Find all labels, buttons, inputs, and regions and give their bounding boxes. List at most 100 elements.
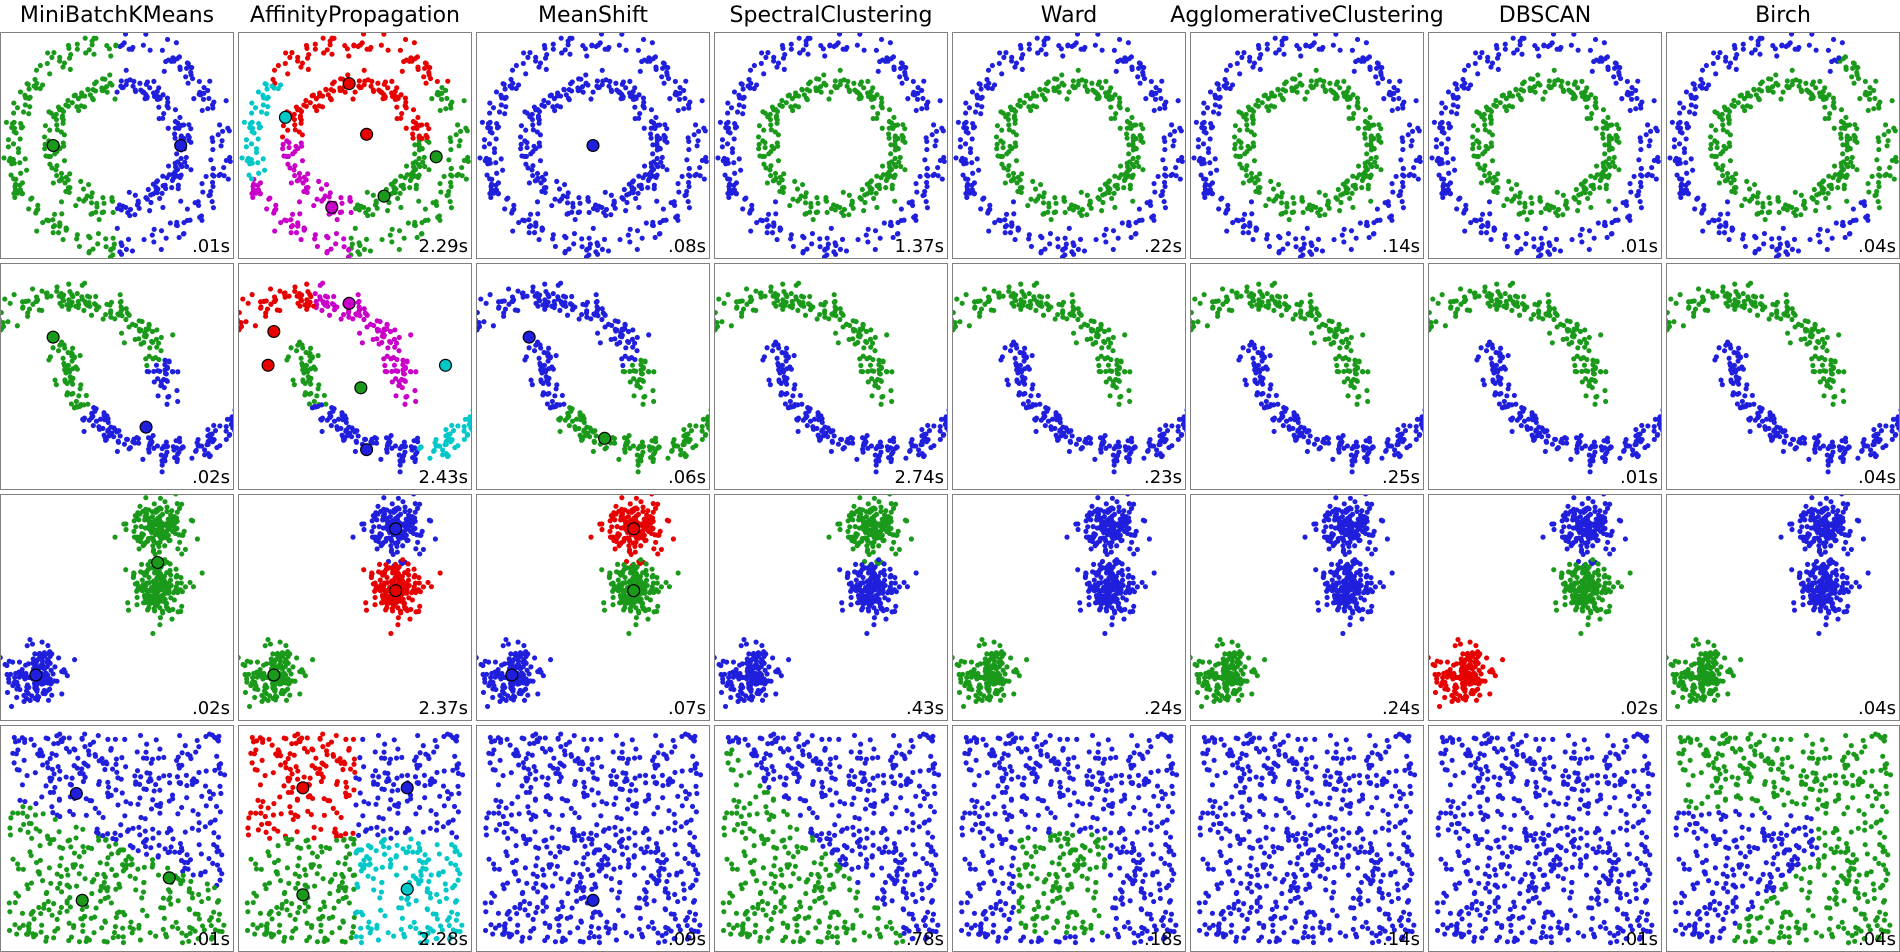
cluster-panel: .14s	[1190, 725, 1424, 952]
runtime-label: 2.74s	[895, 467, 944, 488]
scatter-plot	[1191, 726, 1423, 951]
cluster-panel: 2.28s	[238, 725, 472, 952]
runtime-label: .14s	[1382, 236, 1420, 257]
scatter-plot	[1191, 33, 1423, 258]
scatter-plot	[239, 495, 471, 720]
cluster-panel: .02s	[0, 494, 234, 721]
cluster-panel: 2.37s	[238, 494, 472, 721]
centroid-marker	[140, 421, 152, 433]
scatter-plot	[715, 726, 947, 951]
runtime-label: 2.29s	[419, 236, 468, 257]
cluster-panel: .01s	[0, 725, 234, 952]
centroid-marker	[343, 297, 355, 309]
runtime-label: .01s	[192, 236, 230, 257]
cluster-panel: .24s	[1190, 494, 1424, 721]
scatter-plot	[1, 726, 233, 951]
centroid-marker	[268, 669, 280, 681]
cluster-panel: 2.74s	[714, 263, 948, 490]
scatter-plot	[1, 33, 233, 258]
runtime-label: .02s	[192, 698, 230, 719]
scatter-plot	[1667, 264, 1899, 489]
centroid-marker	[175, 140, 187, 152]
centroid-marker	[587, 140, 599, 152]
cluster-panel: .43s	[714, 494, 948, 721]
scatter-plot	[953, 264, 1185, 489]
cluster-panel: 2.29s	[238, 32, 472, 259]
scatter-plot	[715, 495, 947, 720]
runtime-label: .04s	[1858, 698, 1896, 719]
cluster-panel: .01s	[1428, 263, 1662, 490]
centroid-marker	[523, 331, 535, 343]
centroid-marker	[401, 883, 413, 895]
centroid-marker	[268, 326, 280, 338]
algorithm-title: MiniBatchKMeans	[0, 0, 234, 28]
algorithm-title: Ward	[952, 0, 1186, 28]
centroid-marker	[163, 872, 175, 884]
centroid-marker	[361, 128, 373, 140]
runtime-label: .01s	[1620, 929, 1658, 950]
runtime-label: .01s	[192, 929, 230, 950]
cluster-panel: .22s	[952, 32, 1186, 259]
runtime-label: 2.28s	[419, 929, 468, 950]
cluster-panel: .25s	[1190, 263, 1424, 490]
runtime-label: .25s	[1382, 467, 1420, 488]
centroid-marker	[361, 444, 373, 456]
scatter-plot	[239, 264, 471, 489]
scatter-plot	[715, 33, 947, 258]
cluster-panel: .06s	[476, 263, 710, 490]
runtime-label: .04s	[1858, 929, 1896, 950]
scatter-plot	[715, 264, 947, 489]
scatter-plot	[477, 495, 709, 720]
cluster-panel: .01s	[0, 32, 234, 259]
centroid-marker	[587, 894, 599, 906]
centroid-marker	[401, 782, 413, 794]
runtime-label: .01s	[1620, 467, 1658, 488]
cluster-panel: .01s	[1428, 725, 1662, 952]
centroid-marker	[262, 359, 274, 371]
centroid-marker	[47, 140, 59, 152]
centroid-marker	[343, 78, 355, 90]
algorithm-title: MeanShift	[476, 0, 710, 28]
cluster-panel: .18s	[952, 725, 1186, 952]
scatter-plot	[477, 726, 709, 951]
scatter-plot	[239, 33, 471, 258]
scatter-plot	[1667, 726, 1899, 951]
scatter-plot	[1667, 495, 1899, 720]
scatter-plot	[477, 264, 709, 489]
algorithm-title: DBSCAN	[1428, 0, 1662, 28]
centroid-marker	[279, 111, 291, 123]
runtime-label: 2.37s	[419, 698, 468, 719]
runtime-label: .22s	[1144, 236, 1182, 257]
cluster-panel: .14s	[1190, 32, 1424, 259]
centroid-marker	[297, 889, 309, 901]
runtime-label: .02s	[1620, 698, 1658, 719]
cluster-panel: .02s	[0, 263, 234, 490]
centroid-marker	[506, 669, 518, 681]
cluster-panel: .09s	[476, 725, 710, 952]
scatter-plot	[1667, 33, 1899, 258]
runtime-label: .23s	[1144, 467, 1182, 488]
runtime-label: 2.43s	[419, 467, 468, 488]
runtime-label: .08s	[668, 236, 706, 257]
runtime-label: .43s	[906, 698, 944, 719]
cluster-panel: .02s	[1428, 494, 1662, 721]
scatter-plot	[1, 264, 233, 489]
cluster-panel: .24s	[952, 494, 1186, 721]
runtime-label: .14s	[1382, 929, 1420, 950]
cluster-panel: .07s	[476, 494, 710, 721]
algorithm-title: Birch	[1666, 0, 1900, 28]
centroid-marker	[390, 523, 402, 535]
centroid-marker	[440, 359, 452, 371]
centroid-marker	[152, 557, 164, 569]
algorithm-title: AgglomerativeClustering	[1190, 0, 1424, 28]
centroid-marker	[430, 151, 442, 163]
scatter-plot	[1191, 495, 1423, 720]
runtime-label: .07s	[668, 698, 706, 719]
scatter-plot	[239, 726, 471, 951]
runtime-label: .02s	[192, 467, 230, 488]
scatter-plot	[1429, 495, 1661, 720]
centroid-marker	[390, 585, 402, 597]
scatter-plot	[1429, 264, 1661, 489]
scatter-plot	[953, 726, 1185, 951]
cluster-panel: .04s	[1666, 32, 1900, 259]
